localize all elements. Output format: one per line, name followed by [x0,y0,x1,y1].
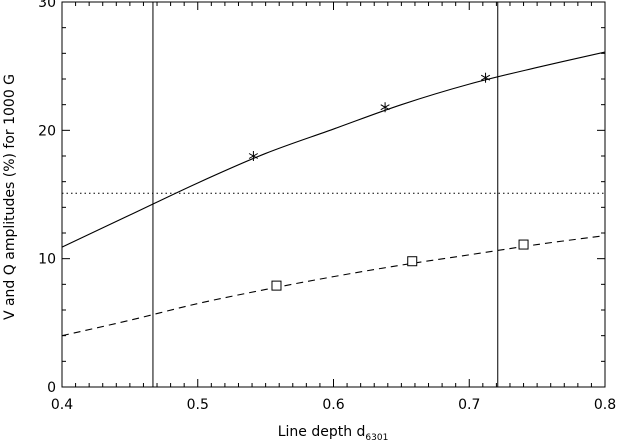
square-marker [518,239,529,250]
series-line-solid [62,51,605,248]
y-tick-label: 20 [38,123,56,139]
asterisk-stroke [480,74,491,81]
asterisk-marker [480,72,491,83]
y-tick-label: 30 [38,0,56,11]
y-axis-label: V and Q amplitudes (%) for 1000 G [2,74,18,320]
y-tick-label: 0 [47,380,56,396]
x-tick-label: 0.4 [51,397,73,413]
plot-area [61,1,606,388]
square-marker [407,256,418,267]
x-axis-label-main: Line depth d [278,424,366,440]
asterisk-stroke [248,153,258,159]
x-axis-label-subscript: 6301 [365,433,388,442]
asterisk-stroke [380,104,390,111]
x-tick-label: 0.6 [322,397,344,413]
plot-frame [61,1,606,388]
x-tick-label: 0.7 [458,397,480,413]
x-tick-label: 0.8 [594,397,616,413]
square-marker [271,280,282,291]
data-marks [62,2,605,387]
asterisk-marker [248,151,258,161]
x-axis-label: Line depth d6301 [278,424,389,442]
series-line-dashed [62,235,605,337]
y-tick-label: 10 [38,252,56,268]
asterisk-marker [380,102,390,113]
x-tick-label: 0.5 [187,397,209,413]
axis-ticks: 0.4 0.5 0.6 0.7 0.8 0 10 20 30 [38,0,616,413]
